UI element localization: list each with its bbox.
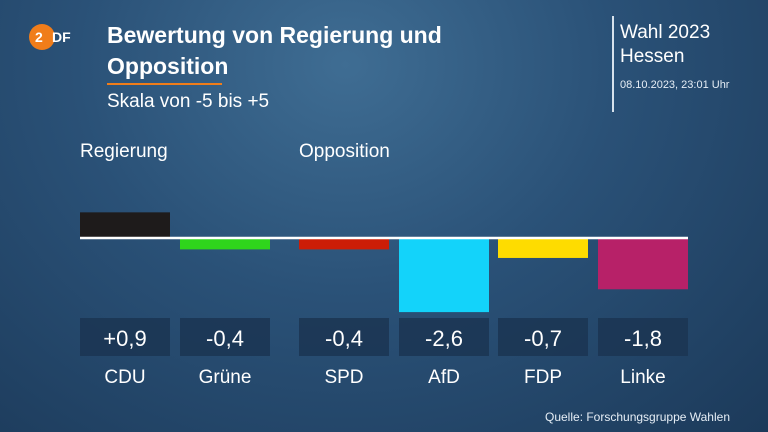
bar-fdp	[498, 238, 588, 258]
value-label-spd: -0,4	[325, 326, 363, 351]
bar-linke	[598, 238, 688, 290]
bar-grüne	[180, 238, 270, 250]
category-label-spd: SPD	[324, 367, 363, 388]
value-label-fdp: -0,7	[524, 326, 562, 351]
value-label-afd: -2,6	[425, 326, 463, 351]
bar-spd	[299, 238, 389, 250]
value-box-afd	[399, 318, 489, 356]
svg-text:2: 2	[35, 29, 43, 45]
category-label-linke: Linke	[620, 367, 665, 388]
source-note: Quelle: Forschungsgruppe Wahlen	[545, 410, 730, 424]
header-divider	[612, 16, 614, 112]
election-region: Hessen	[620, 46, 685, 67]
value-box-fdp	[498, 318, 588, 356]
value-label-grüne: -0,4	[206, 326, 244, 351]
title-accent-line	[107, 83, 222, 85]
value-label-cdu: +0,9	[103, 326, 146, 351]
svg-text:DF: DF	[52, 29, 71, 45]
value-label-linke: -1,8	[624, 326, 662, 351]
chart-title: Bewertung von Regierung und Opposition	[107, 20, 547, 82]
category-label-fdp: FDP	[524, 367, 562, 388]
chart-subtitle: Skala von -5 bis +5	[107, 91, 270, 112]
value-box-linke	[598, 318, 688, 356]
category-label-afd: AfD	[428, 367, 460, 388]
election-datetime: 08.10.2023, 23:01 Uhr	[620, 79, 730, 91]
group-label-opposition: Opposition	[299, 141, 390, 162]
category-label-grüne: Grüne	[199, 367, 252, 388]
bar-cdu	[80, 212, 170, 238]
election-info: Wahl 2023 Hessen	[620, 21, 710, 69]
value-box-grüne	[180, 318, 270, 356]
category-label-cdu: CDU	[104, 367, 145, 388]
zdf-logo: 2 DF	[29, 24, 71, 50]
chart-title-line1: Bewertung von Regierung und	[107, 22, 442, 48]
value-box-cdu	[80, 318, 170, 356]
chart-title-line2: Opposition	[107, 53, 229, 79]
election-name: Wahl 2023	[620, 22, 711, 43]
bar-afd	[399, 238, 489, 313]
value-box-spd	[299, 318, 389, 356]
group-label-government: Regierung	[80, 141, 168, 162]
